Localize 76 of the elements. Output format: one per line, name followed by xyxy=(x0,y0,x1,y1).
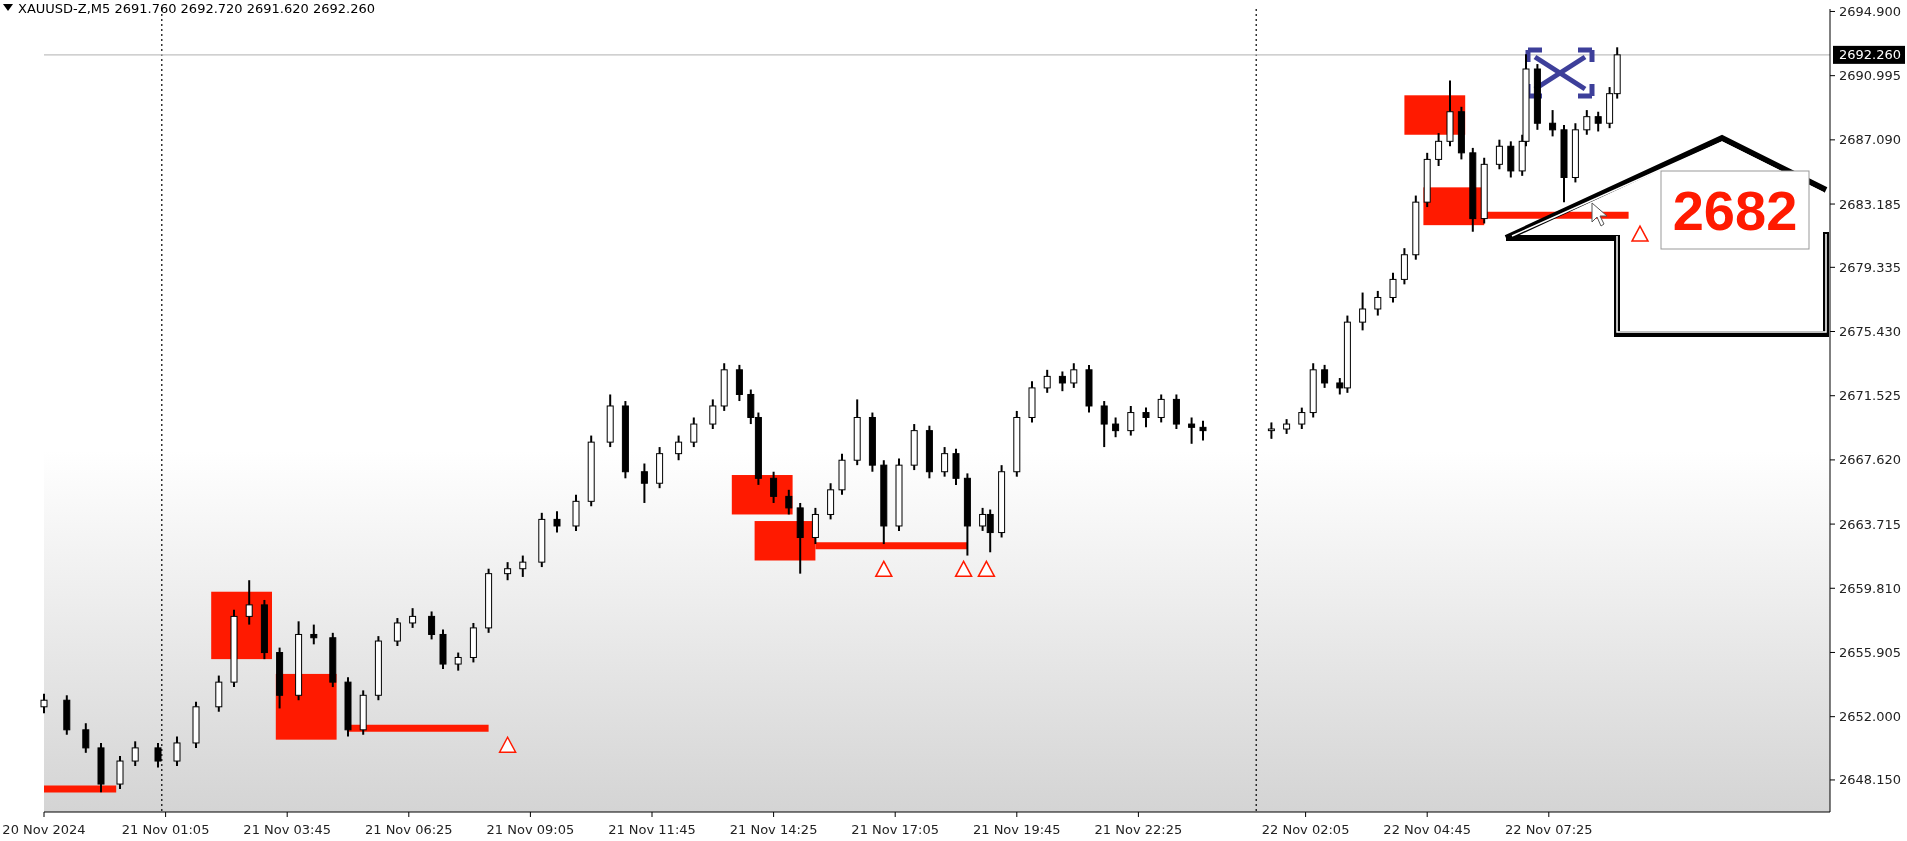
y-tick-label: 2655.905 xyxy=(1839,645,1902,661)
candlestick xyxy=(553,510,561,534)
x-tick-label: 21 Nov 22:25 xyxy=(1094,822,1183,837)
candlestick xyxy=(1100,400,1108,449)
candlestick xyxy=(1188,416,1196,445)
x-tick-label: 21 Nov 01:05 xyxy=(121,822,210,837)
x-tick-label: 21 Nov 14:25 xyxy=(729,822,818,837)
candlestick xyxy=(1549,109,1557,138)
candlestick xyxy=(82,722,90,754)
y-tick-label: 2667.620 xyxy=(1839,452,1902,468)
x-tick-label: 22 Nov 07:25 xyxy=(1504,822,1593,837)
candlestick xyxy=(640,462,648,504)
chart-title: XAUUSD-Z,M5 2691.760 2692.720 2691.620 2692.260 xyxy=(18,1,375,16)
x-tick-label: 22 Nov 04:45 xyxy=(1383,822,1472,837)
candlestick xyxy=(941,446,949,478)
candlestick xyxy=(1321,363,1329,389)
candlestick xyxy=(1495,138,1503,171)
y-tick-label: 2683.185 xyxy=(1839,196,1902,212)
candlestick xyxy=(116,755,124,790)
candlestick xyxy=(709,398,717,430)
candlestick xyxy=(1389,271,1397,304)
candlestick xyxy=(785,488,793,516)
x-tick-label: 21 Nov 17:05 xyxy=(851,822,940,837)
candlestick xyxy=(310,623,318,646)
x-tick-label: 20 Nov 2024 xyxy=(2,822,86,837)
point xyxy=(498,736,517,753)
candlestick xyxy=(690,416,698,449)
candlestick xyxy=(1043,368,1051,394)
candlestick xyxy=(1594,110,1602,133)
candlestick xyxy=(1359,291,1367,332)
candlestick xyxy=(131,740,139,767)
candlestick xyxy=(1058,370,1066,393)
candlestick xyxy=(1435,132,1443,167)
y-tick-label: 2694.900 xyxy=(1839,4,1902,20)
x-tick-label: 21 Nov 03:45 xyxy=(243,822,332,837)
candlestick xyxy=(1142,406,1150,429)
candlestick xyxy=(428,610,436,641)
y-tick-label: 2690.995 xyxy=(1839,68,1902,84)
y-tick-label: 2648.150 xyxy=(1839,772,1902,788)
candlestick xyxy=(675,434,683,462)
x-tick-label: 22 Nov 02:05 xyxy=(1261,822,1350,837)
candlestick xyxy=(770,470,778,504)
x-tick-label: 21 Nov 19:45 xyxy=(972,822,1061,837)
y-tick-label: 2652.000 xyxy=(1839,709,1902,725)
y-tick-label: 2671.525 xyxy=(1839,388,1902,404)
candlestick xyxy=(40,692,48,715)
x-tick-label: 21 Nov 06:25 xyxy=(364,822,453,837)
ref-line-label: 2692.260 xyxy=(1839,47,1902,63)
candlestick xyxy=(1157,393,1165,424)
candlestick xyxy=(519,554,527,578)
candlestick xyxy=(1199,419,1207,442)
x-tick-label: 21 Nov 09:05 xyxy=(486,822,575,837)
y-tick-label: 2663.715 xyxy=(1839,516,1902,532)
point xyxy=(954,560,973,578)
candlestick xyxy=(454,651,462,672)
y-tick-label: 2679.335 xyxy=(1839,259,1902,275)
candlestick xyxy=(1112,416,1120,439)
candlestick xyxy=(245,579,253,626)
y-tick-label: 2659.810 xyxy=(1839,580,1902,596)
candlestick xyxy=(1070,362,1078,389)
candlestick xyxy=(1127,404,1135,437)
candlestick xyxy=(393,617,401,647)
annotation: 2682 xyxy=(1672,179,1798,242)
y-tick-label: 2675.430 xyxy=(1839,324,1902,340)
y-tick-label: 2687.090 xyxy=(1839,132,1902,148)
point xyxy=(1631,225,1649,242)
candlestick xyxy=(504,561,512,582)
candlestick xyxy=(1583,109,1591,136)
candlestick xyxy=(409,607,417,629)
candlestick xyxy=(173,735,181,767)
x-tick-label: 21 Nov 11:45 xyxy=(608,822,696,837)
candlestick xyxy=(1298,406,1306,430)
candlestick xyxy=(1374,289,1382,317)
candlestick xyxy=(811,506,819,546)
point xyxy=(977,560,996,578)
point xyxy=(875,560,893,578)
